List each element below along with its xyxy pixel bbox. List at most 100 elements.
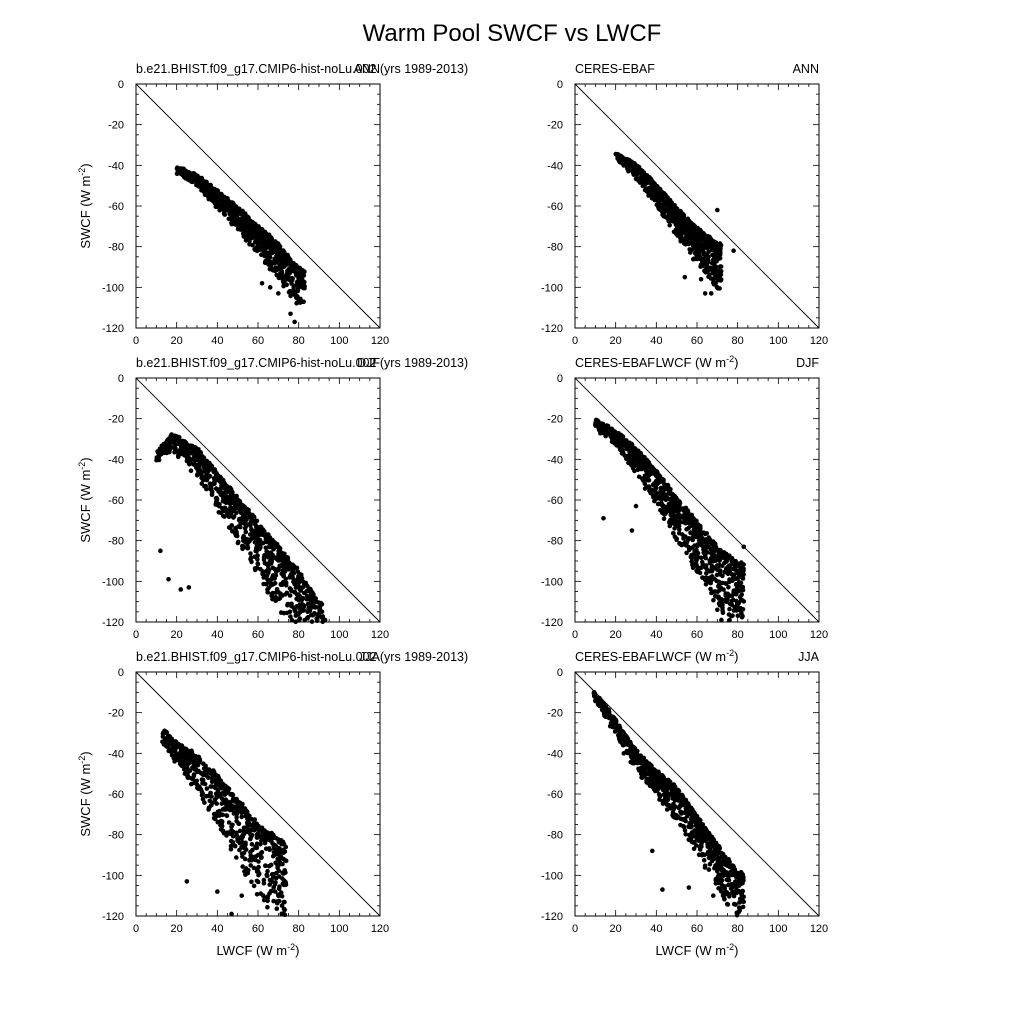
scatter-point [229,523,234,528]
scatter-point [223,200,229,206]
scatter-point [256,540,262,545]
scatter-point [641,170,646,176]
scatter-point [230,792,235,797]
scatter-point [285,556,291,562]
scatter-point [253,546,259,551]
scatter-point [187,461,192,467]
scatter-point [709,568,715,574]
scatter-point [712,273,718,278]
scatter-point [654,202,660,207]
panel-season-label: DJF [357,356,380,370]
scatter-point [249,879,254,885]
scatter-point [250,222,255,227]
scatter-point [683,818,688,824]
scatter-point [255,561,261,567]
scatter-point [234,855,239,860]
scatter-point [242,856,248,862]
scatter-point [189,179,194,185]
scatter-point [667,222,672,228]
scatter-point [161,441,167,447]
y-axis-title: SWCF (W m-2) [77,163,93,248]
scatter-point [210,197,216,202]
scatter-point [198,458,204,464]
scatter-point [245,537,250,542]
x-tick-label: 40 [211,335,223,347]
scatter-point [279,252,285,258]
panel-dataset-label: b.e21.BHIST.f09_g17.CMIP6-hist-noLu.002 … [136,356,468,370]
scatter-point [256,864,261,870]
scatter-point [265,868,270,874]
scatter-point [168,433,173,439]
x-axis-title: LWCF (W m-2) [656,648,739,664]
scatter-point [255,879,261,885]
scatter-point [258,236,264,241]
scatter-point [179,442,185,447]
scatter-point [274,906,280,911]
scatter-point [720,608,725,613]
scatter-point [249,527,254,533]
scatter-point [282,569,288,574]
scatter-point [712,254,718,260]
scatter-point [248,551,253,556]
scatter-point [213,495,219,501]
scatter-point [274,899,280,904]
scatter-point [219,193,225,199]
scatter-point [289,601,294,607]
scatter-point [216,191,221,196]
scatter-point [650,482,656,488]
scatter-point [655,477,661,482]
scatter-point [252,821,258,826]
scatter-point [703,548,708,554]
y-tick-label: -40 [108,454,124,466]
scatter-point [703,544,709,550]
scatter-point [224,813,230,819]
scatter-point [185,773,191,779]
scatter-point [299,602,305,608]
scatter-point [288,311,293,317]
scatter-point [716,277,721,283]
panel-season-label: ANN [793,62,819,76]
y-tick-label: -60 [108,201,124,213]
scatter-point [683,235,688,241]
scatter-point [654,496,660,501]
scatter-point [196,760,202,765]
scatter-point [695,243,701,248]
scatter-point [270,239,276,244]
scatter-point [269,577,274,582]
scatter-point [184,449,190,454]
scatter-point [266,567,272,573]
scatter-point [217,780,222,786]
scatter-point [723,593,728,598]
scatter-point [282,868,288,873]
scatter-point [689,512,694,518]
scatter-point [716,246,722,252]
scatter-point [685,223,691,228]
scatter-point [182,168,188,174]
scatter-point [734,608,739,613]
scatter-point [237,847,242,853]
scatter-point [239,893,245,898]
scatter-point [683,540,689,545]
scatter-point [244,820,250,825]
scatter-point [213,791,219,796]
scatter-point [170,747,176,752]
x-tick-label: 100 [330,923,348,935]
y-tick-label: -80 [547,536,563,548]
scatter-point [278,582,284,587]
tick-marks [135,83,381,329]
panel-season-label: DJF [796,356,819,370]
scatter-point [302,285,307,291]
scatter-point [695,227,700,233]
scatter-point [257,232,263,237]
scatter-point [283,858,288,863]
scatter-point [713,280,718,286]
scatter-point [200,777,206,783]
scatter-point [617,445,623,450]
scatter-point [287,561,293,566]
scatter-point [672,526,677,531]
scatter-point [732,576,738,581]
scatter-point [686,219,692,224]
scatter-point [219,786,224,791]
scatter-point [271,846,277,852]
